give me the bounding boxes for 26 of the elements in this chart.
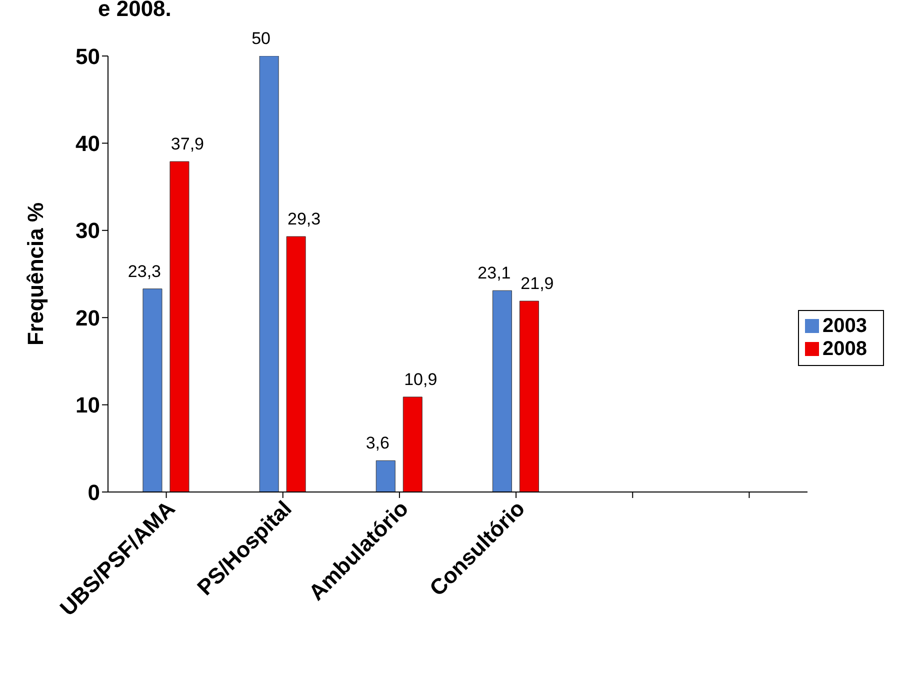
data-label: 3,6 <box>366 434 390 453</box>
y-tick-label: 50 <box>76 44 100 69</box>
text: e 2008. <box>98 0 172 22</box>
bar <box>259 56 279 492</box>
bar <box>376 460 396 492</box>
data-label: 23,3 <box>128 262 162 281</box>
legend-label: 2003 <box>822 314 867 336</box>
y-tick-label: 0 <box>88 480 100 505</box>
data-label: 21,9 <box>520 274 554 294</box>
bar <box>402 396 422 492</box>
y-tick-label: 20 <box>76 305 100 330</box>
y-tick-label: 10 <box>76 392 100 418</box>
bar <box>142 288 162 492</box>
data-label: 50 <box>252 29 271 48</box>
bar <box>286 236 306 492</box>
bar <box>492 290 512 492</box>
bar <box>519 300 539 492</box>
bar <box>170 161 190 492</box>
y-axis-title: Frequência % <box>22 202 48 346</box>
y-tick-label: 30 <box>76 218 100 244</box>
legend-label: 2008 <box>822 338 867 360</box>
data-label: 23,1 <box>478 264 511 283</box>
y-tick-label: 40 <box>76 131 100 156</box>
data-label: 10,9 <box>404 370 438 389</box>
data-label: 37,9 <box>170 134 204 154</box>
data-label: 29,3 <box>288 210 321 229</box>
